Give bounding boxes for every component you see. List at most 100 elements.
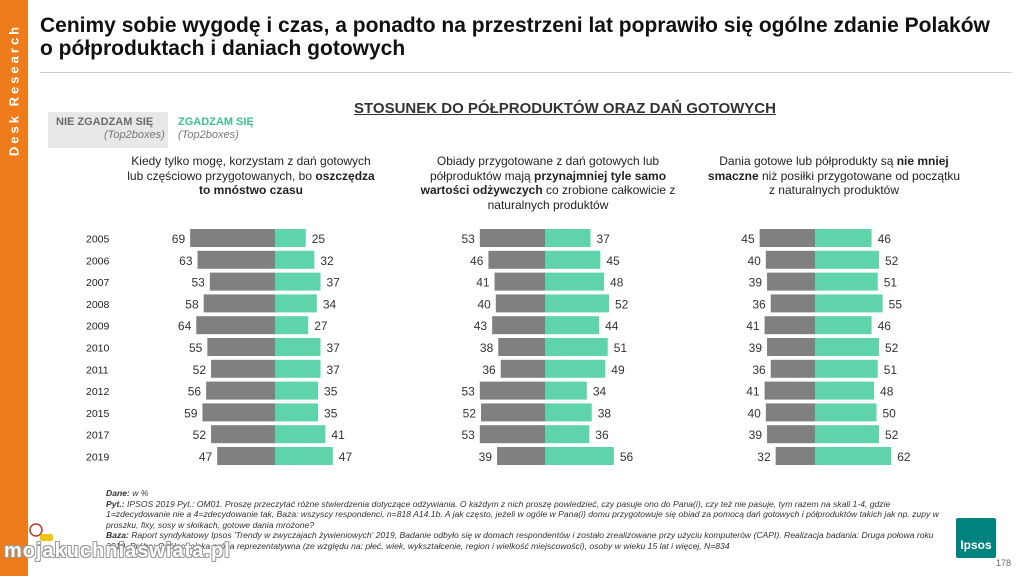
value-label-negative: 43 — [474, 319, 488, 333]
year-label: 2006 — [86, 255, 110, 267]
bar-negative — [759, 229, 815, 247]
bar-negative — [770, 359, 815, 378]
year-label: 2012 — [86, 386, 110, 398]
bar-negative — [770, 294, 815, 313]
question-title-3: Dania gotowe lub półprodukty są nie mnie… — [706, 154, 962, 198]
bar-negative — [767, 425, 815, 444]
value-label-negative: 41 — [476, 276, 490, 290]
value-label-negative: 38 — [480, 341, 494, 355]
legend-positive: ZGADZAM SIĘ (Top2boxes) — [170, 112, 262, 148]
bar-positive — [545, 316, 600, 335]
value-label-positive: 46 — [878, 319, 892, 333]
value-label-positive: 44 — [605, 319, 619, 333]
value-label-positive: 51 — [614, 341, 628, 355]
bar-positive — [275, 381, 319, 400]
bar-negative — [775, 447, 815, 465]
bar-negative — [190, 229, 275, 247]
chart-subtitle: STOSUNEK DO PÓŁPRODUKTÓW ORAZ DAŃ GOTOWY… — [354, 100, 776, 117]
value-label-positive: 56 — [620, 450, 634, 464]
value-label-positive: 35 — [324, 385, 338, 399]
ipsos-logo: Ipsos — [956, 518, 996, 558]
bar-positive — [545, 403, 592, 422]
value-label-negative: 59 — [184, 406, 198, 420]
bar-negative — [479, 381, 545, 400]
bar-positive — [815, 294, 883, 313]
value-label-positive: 52 — [885, 341, 899, 355]
bar-negative — [764, 381, 815, 400]
value-label-positive: 25 — [312, 232, 326, 246]
value-label-positive: 37 — [327, 341, 341, 355]
question-title-part: Obiady przygotowane z dań gotowych lub p… — [429, 154, 660, 183]
bar-negative — [206, 381, 275, 400]
value-label-positive: 37 — [327, 276, 341, 290]
title-divider — [40, 72, 1012, 73]
bar-negative — [495, 294, 545, 313]
year-label: 2010 — [86, 343, 110, 355]
question-title-part: Dania gotowe lub półprodukty są — [719, 154, 897, 168]
value-label-positive: 52 — [885, 428, 899, 442]
bar-positive — [545, 359, 606, 378]
bar-positive — [815, 381, 875, 400]
value-label-positive: 37 — [327, 363, 341, 377]
footnote-pyt-text: IPSOS 2019 Pyt.: OM01. Proszę przeczytać… — [106, 498, 939, 530]
value-label-positive: 62 — [897, 450, 911, 464]
value-label-negative: 46 — [470, 254, 484, 268]
question-title-part: Kiedy tylko mogę, korzystam z dań gotowy… — [127, 154, 371, 183]
legend-positive-label: ZGADZAM SIĘ — [178, 116, 254, 128]
year-label: 2017 — [86, 430, 110, 442]
value-label-negative: 56 — [188, 385, 202, 399]
bar-positive — [545, 250, 601, 269]
value-label-positive: 51 — [884, 363, 898, 377]
value-label-positive: 48 — [610, 276, 624, 290]
value-label-negative: 55 — [189, 341, 203, 355]
year-label: 2007 — [86, 277, 110, 289]
page-title: Cenimy sobie wygodę i czas, a ponadto na… — [40, 14, 990, 60]
value-label-negative: 39 — [749, 341, 763, 355]
value-label-positive: 38 — [598, 406, 612, 420]
bar-positive — [545, 381, 587, 400]
bar-negative — [197, 250, 275, 269]
footnote-dane-label: Dane: — [106, 488, 130, 498]
value-label-positive: 55 — [889, 297, 903, 311]
bar-negative — [765, 250, 815, 269]
value-label-negative: 52 — [193, 363, 207, 377]
bar-positive — [545, 425, 590, 444]
question-title-part: przynajmniej tyle samo wartości odżywczy… — [420, 168, 667, 198]
bar-positive — [275, 229, 306, 247]
year-label: 2005 — [86, 234, 110, 246]
value-label-negative: 53 — [461, 385, 475, 399]
bar-positive — [545, 447, 614, 465]
value-label-negative: 53 — [191, 276, 205, 290]
footnote-baza-text: Raport syndykatowy Ipsos 'Trendy w zwycz… — [106, 530, 934, 551]
value-label-negative: 69 — [172, 232, 186, 246]
bar-positive — [275, 272, 321, 291]
bar-negative — [479, 229, 545, 247]
year-label: 2008 — [86, 299, 110, 311]
footnote-baza-label: Baza: — [106, 530, 129, 541]
value-label-positive: 46 — [878, 232, 892, 246]
bar-negative — [494, 272, 545, 291]
value-label-positive: 51 — [884, 276, 898, 290]
value-label-negative: 41 — [746, 385, 760, 399]
value-label-positive: 34 — [323, 297, 337, 311]
bar-negative — [211, 359, 275, 378]
legend-negative-label: NIE ZGADZAM SIĘ — [56, 116, 154, 128]
bar-positive — [815, 447, 892, 465]
value-label-negative: 53 — [461, 232, 475, 246]
bar-positive — [815, 338, 879, 356]
question-title-part: nie mniej smaczne — [707, 154, 949, 183]
legend-positive-sub: (Top2boxes) — [178, 129, 239, 141]
bar-positive — [815, 250, 879, 269]
bar-positive — [815, 272, 878, 291]
bar-positive — [275, 338, 321, 356]
bar-positive — [275, 447, 333, 465]
bar-negative — [767, 338, 815, 356]
value-label-negative: 32 — [757, 450, 771, 464]
value-label-positive: 36 — [595, 428, 609, 442]
bar-positive — [545, 338, 608, 356]
value-label-positive: 50 — [883, 406, 897, 420]
value-label-negative: 52 — [463, 406, 477, 420]
value-label-negative: 58 — [185, 297, 199, 311]
value-label-positive: 37 — [597, 232, 611, 246]
bar-positive — [815, 229, 872, 247]
